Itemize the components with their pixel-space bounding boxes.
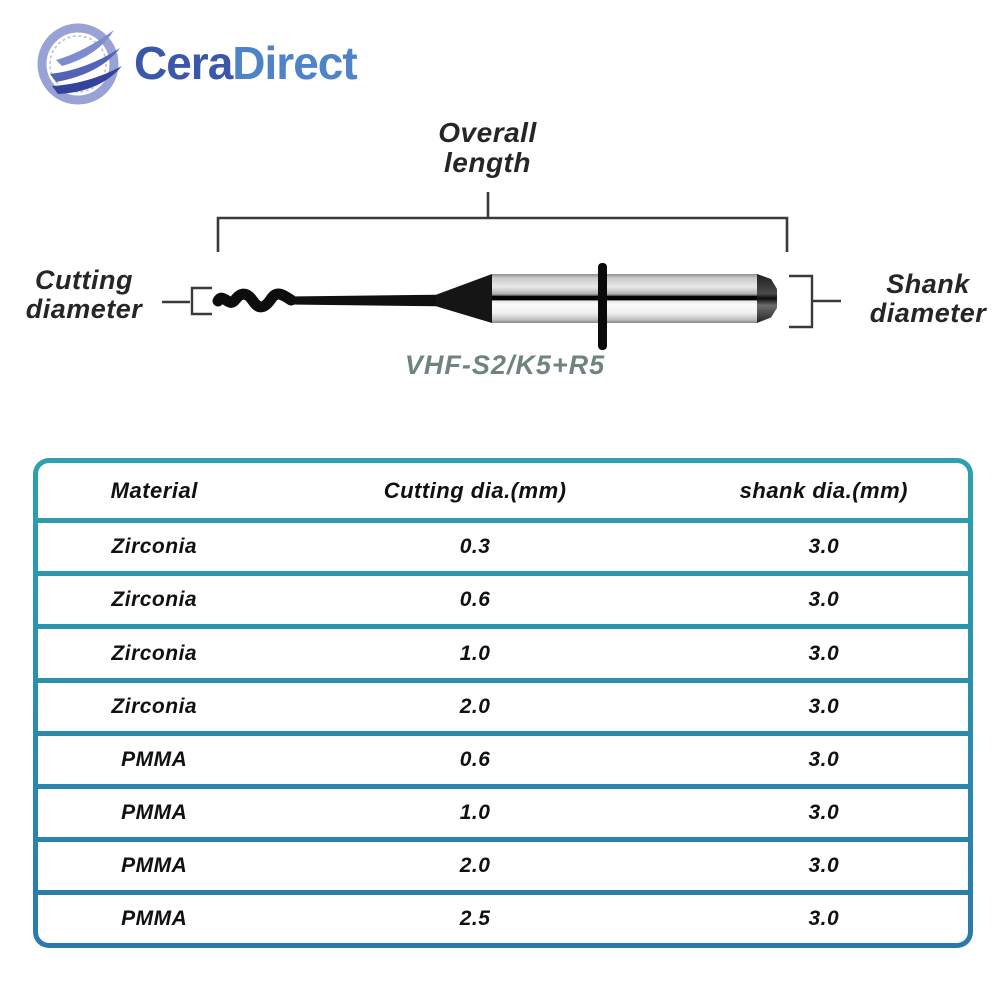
model-number-label: VHF-S2/K5+R5 <box>404 350 606 380</box>
table-row: Zirconia 1.0 3.0 <box>38 629 968 678</box>
bur-shaft <box>288 294 436 307</box>
cutting-diameter-bracket <box>190 286 212 316</box>
bur-diagram-drawing <box>162 192 841 350</box>
table-cell: 2.5 <box>459 907 491 930</box>
brand-name: CeraDirect <box>134 37 358 89</box>
brand-name-primary: Cera <box>134 37 233 89</box>
table-cell: Zirconia <box>111 535 198 559</box>
bur-shank-tip <box>757 274 777 323</box>
table-cell: 2.0 <box>459 694 491 718</box>
table-cell: Zirconia <box>111 694 198 718</box>
table-cell: 3.0 <box>808 694 840 718</box>
table-cell: 1.0 <box>459 641 491 665</box>
table-cell: Zirconia <box>111 588 198 612</box>
logo-swoosh-middle <box>50 48 120 82</box>
table-cell: 3.0 <box>808 588 840 612</box>
table-cell: Zirconia <box>111 641 198 665</box>
table-row: Zirconia 2.0 3.0 <box>38 682 968 731</box>
table-cell: 0.3 <box>459 535 491 559</box>
shank-diameter-bracket <box>789 274 814 329</box>
logo-swoosh-bottom <box>52 66 122 94</box>
table-cell: 3.0 <box>808 747 840 771</box>
bur-neck-cone <box>436 274 492 323</box>
table-cell: 0.6 <box>459 747 491 771</box>
logo-ring <box>37 23 119 105</box>
logo-ring-texture <box>49 35 107 93</box>
table-cell: PMMA <box>121 747 188 771</box>
column-header-shank-dia: shank dia.(mm) <box>739 477 909 503</box>
overall-length-bracket <box>216 216 789 252</box>
table-row: PMMA 2.0 3.0 <box>38 841 968 890</box>
cutting-diameter-label: Cutting diameter <box>25 265 143 324</box>
brand-name-secondary: Direct <box>232 37 357 89</box>
spec-table-header-row: Material Cutting dia.(mm) shank dia.(mm) <box>38 463 968 519</box>
table-row: Zirconia 0.3 3.0 <box>38 523 968 572</box>
column-header-cutting-dia: Cutting dia.(mm) <box>383 477 567 503</box>
table-cell: PMMA <box>121 907 188 930</box>
bur-shank-stripe <box>492 295 777 301</box>
table-cell: 3.0 <box>808 641 840 665</box>
table-cell: 3.0 <box>808 535 840 559</box>
column-header-material: Material <box>110 477 198 503</box>
table-cell: PMMA <box>121 853 188 877</box>
table-cell: 2.0 <box>459 853 491 877</box>
table-cell: 3.0 <box>808 800 840 824</box>
bur-cutting-flutes <box>212 288 297 313</box>
table-cell: 3.0 <box>808 907 840 930</box>
table-row: PMMA 0.6 3.0 <box>38 735 968 784</box>
brand-logo-icon <box>37 23 122 105</box>
overall-length-label: Overall length <box>438 117 537 178</box>
tool-diagram: Overall length Cutting diameter Shank di… <box>0 0 1000 445</box>
logo-swoosh-top <box>56 30 114 66</box>
depth-stop-ring <box>598 263 607 350</box>
table-cell: PMMA <box>121 800 188 824</box>
table-cell: 1.0 <box>459 800 491 824</box>
table-row: PMMA 2.5 3.0 <box>38 894 968 944</box>
table-cell: 3.0 <box>808 853 840 877</box>
spec-table: Material Cutting dia.(mm) shank dia.(mm)… <box>33 458 973 948</box>
table-row: Zirconia 0.6 3.0 <box>38 576 968 625</box>
brand-logo: CeraDirect <box>36 20 358 106</box>
table-cell: 0.6 <box>459 588 491 612</box>
table-row: PMMA 1.0 3.0 <box>38 788 968 837</box>
shank-diameter-label: Shank diameter <box>869 269 987 328</box>
